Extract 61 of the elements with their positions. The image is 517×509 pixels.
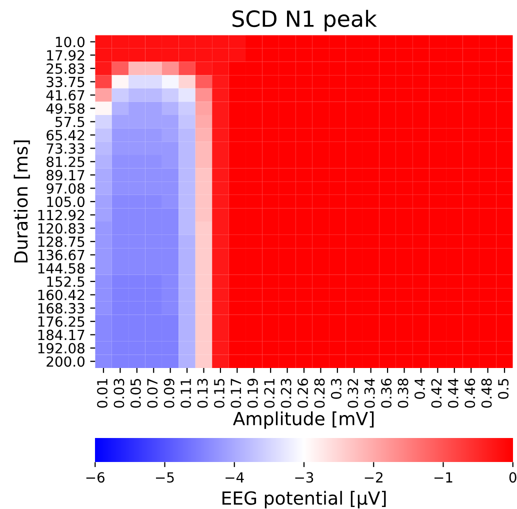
color-bar-label: −2 bbox=[364, 472, 382, 482]
x-tick-label: 0.01 bbox=[97, 379, 108, 408]
x-tick-label: 0.36 bbox=[381, 378, 392, 408]
x-tick-label: 0.28 bbox=[314, 378, 325, 408]
y-tick-label: 112.92 bbox=[38, 210, 84, 220]
x-tick-label: 0.3 bbox=[330, 378, 342, 399]
y-tick-label: 65.42 bbox=[46, 130, 84, 140]
y-tick-label: 200.0 bbox=[46, 356, 84, 367]
x-tick-label: 0.38 bbox=[398, 378, 408, 408]
x-tick-label: 0.26 bbox=[298, 378, 308, 408]
x-tick-label: 0.32 bbox=[348, 379, 358, 408]
x-tick-label: 0.19 bbox=[247, 378, 258, 408]
y-tick-label: 136.67 bbox=[38, 250, 84, 260]
y-tick-label: 184.17 bbox=[38, 330, 84, 340]
y-tick-label: 17.92 bbox=[47, 50, 84, 61]
x-tick-label: 0.23 bbox=[280, 378, 292, 408]
x-tick-label: 0.5 bbox=[498, 378, 509, 399]
y-axis-title: Duration [ms] bbox=[14, 140, 30, 262]
color-bar-label: −3 bbox=[295, 472, 314, 483]
y-tick-label: 57.5 bbox=[56, 116, 84, 128]
y-tick-label: 176.25 bbox=[38, 316, 84, 327]
y-tick-label: 41.67 bbox=[46, 90, 84, 101]
x-tick-label: 0.15 bbox=[214, 378, 224, 408]
x-tick-label: 0.05 bbox=[130, 378, 141, 408]
color-bar-label: −6 bbox=[86, 472, 104, 483]
y-tick-label: 192.08 bbox=[38, 343, 84, 354]
y-tick-label: 152.5 bbox=[47, 276, 84, 287]
color-bar-label: 0 bbox=[509, 472, 516, 483]
color-bar-label: −1 bbox=[434, 472, 452, 482]
color-bar-title: EEG potential [μV] bbox=[222, 490, 386, 508]
x-tick-label: 0.13 bbox=[197, 378, 208, 408]
y-tick-label: 97.08 bbox=[46, 183, 84, 194]
x-tick-label: 0.48 bbox=[481, 378, 492, 408]
color-bar-label: −4 bbox=[226, 472, 244, 482]
x-tick-label: 0.09 bbox=[164, 378, 174, 408]
y-tick-label: 120.83 bbox=[38, 223, 84, 234]
y-tick-label: 105.0 bbox=[47, 196, 84, 208]
y-tick-label: 81.25 bbox=[46, 156, 84, 168]
x-axis-title: Amplitude [mV] bbox=[232, 411, 374, 429]
y-tick-label: 10.0 bbox=[56, 36, 84, 48]
x-tick-label: 0.34 bbox=[364, 378, 375, 408]
y-tick-label: 25.83 bbox=[46, 63, 84, 74]
x-tick-label: 0.03 bbox=[114, 378, 124, 408]
y-tick-label: 73.33 bbox=[46, 143, 84, 154]
y-tick-label: 89.17 bbox=[46, 170, 84, 180]
x-tick-label: 0.11 bbox=[180, 379, 192, 408]
y-tick-label: 128.75 bbox=[38, 236, 84, 247]
x-tick-label: 0.4 bbox=[414, 378, 425, 399]
x-tick-label: 0.44 bbox=[448, 378, 458, 408]
x-tick-label: 0.46 bbox=[464, 378, 476, 408]
y-tick-label: 168.33 bbox=[38, 303, 84, 314]
x-tick-label: 0.17 bbox=[230, 378, 242, 408]
chart-title: SCD N1 peak bbox=[232, 10, 377, 32]
x-tick-label: 0.21 bbox=[264, 379, 275, 408]
color-bar-label: −5 bbox=[156, 472, 174, 483]
x-tick-label: 0.42 bbox=[431, 379, 442, 408]
y-tick-label: 33.75 bbox=[46, 76, 84, 88]
x-tick-label: 0.07 bbox=[147, 378, 158, 408]
y-tick-label: 49.58 bbox=[46, 103, 84, 114]
y-tick-label: 160.42 bbox=[38, 290, 84, 300]
y-tick-label: 144.58 bbox=[38, 263, 84, 274]
